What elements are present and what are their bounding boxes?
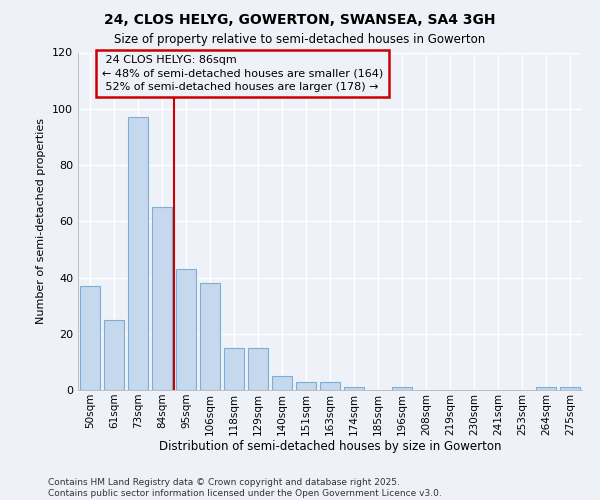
Text: 24 CLOS HELYG: 86sqm
← 48% of semi-detached houses are smaller (164)
 52% of sem: 24 CLOS HELYG: 86sqm ← 48% of semi-detac… [102,56,383,92]
Bar [392,387,412,390]
Bar [296,382,316,390]
Bar [320,382,340,390]
Bar [248,348,268,390]
X-axis label: Distribution of semi-detached houses by size in Gowerton: Distribution of semi-detached houses by … [159,440,501,454]
Bar [176,269,196,390]
Bar [272,376,292,390]
Bar [560,387,580,390]
Text: Contains HM Land Registry data © Crown copyright and database right 2025.
Contai: Contains HM Land Registry data © Crown c… [48,478,442,498]
Bar [152,207,172,390]
Text: 24, CLOS HELYG, GOWERTON, SWANSEA, SA4 3GH: 24, CLOS HELYG, GOWERTON, SWANSEA, SA4 3… [104,12,496,26]
Bar [80,286,100,390]
Text: Size of property relative to semi-detached houses in Gowerton: Size of property relative to semi-detach… [115,32,485,46]
Bar [200,283,220,390]
Bar [536,387,556,390]
Bar [224,348,244,390]
Bar [128,117,148,390]
Y-axis label: Number of semi-detached properties: Number of semi-detached properties [37,118,46,324]
Bar [344,387,364,390]
Bar [104,320,124,390]
